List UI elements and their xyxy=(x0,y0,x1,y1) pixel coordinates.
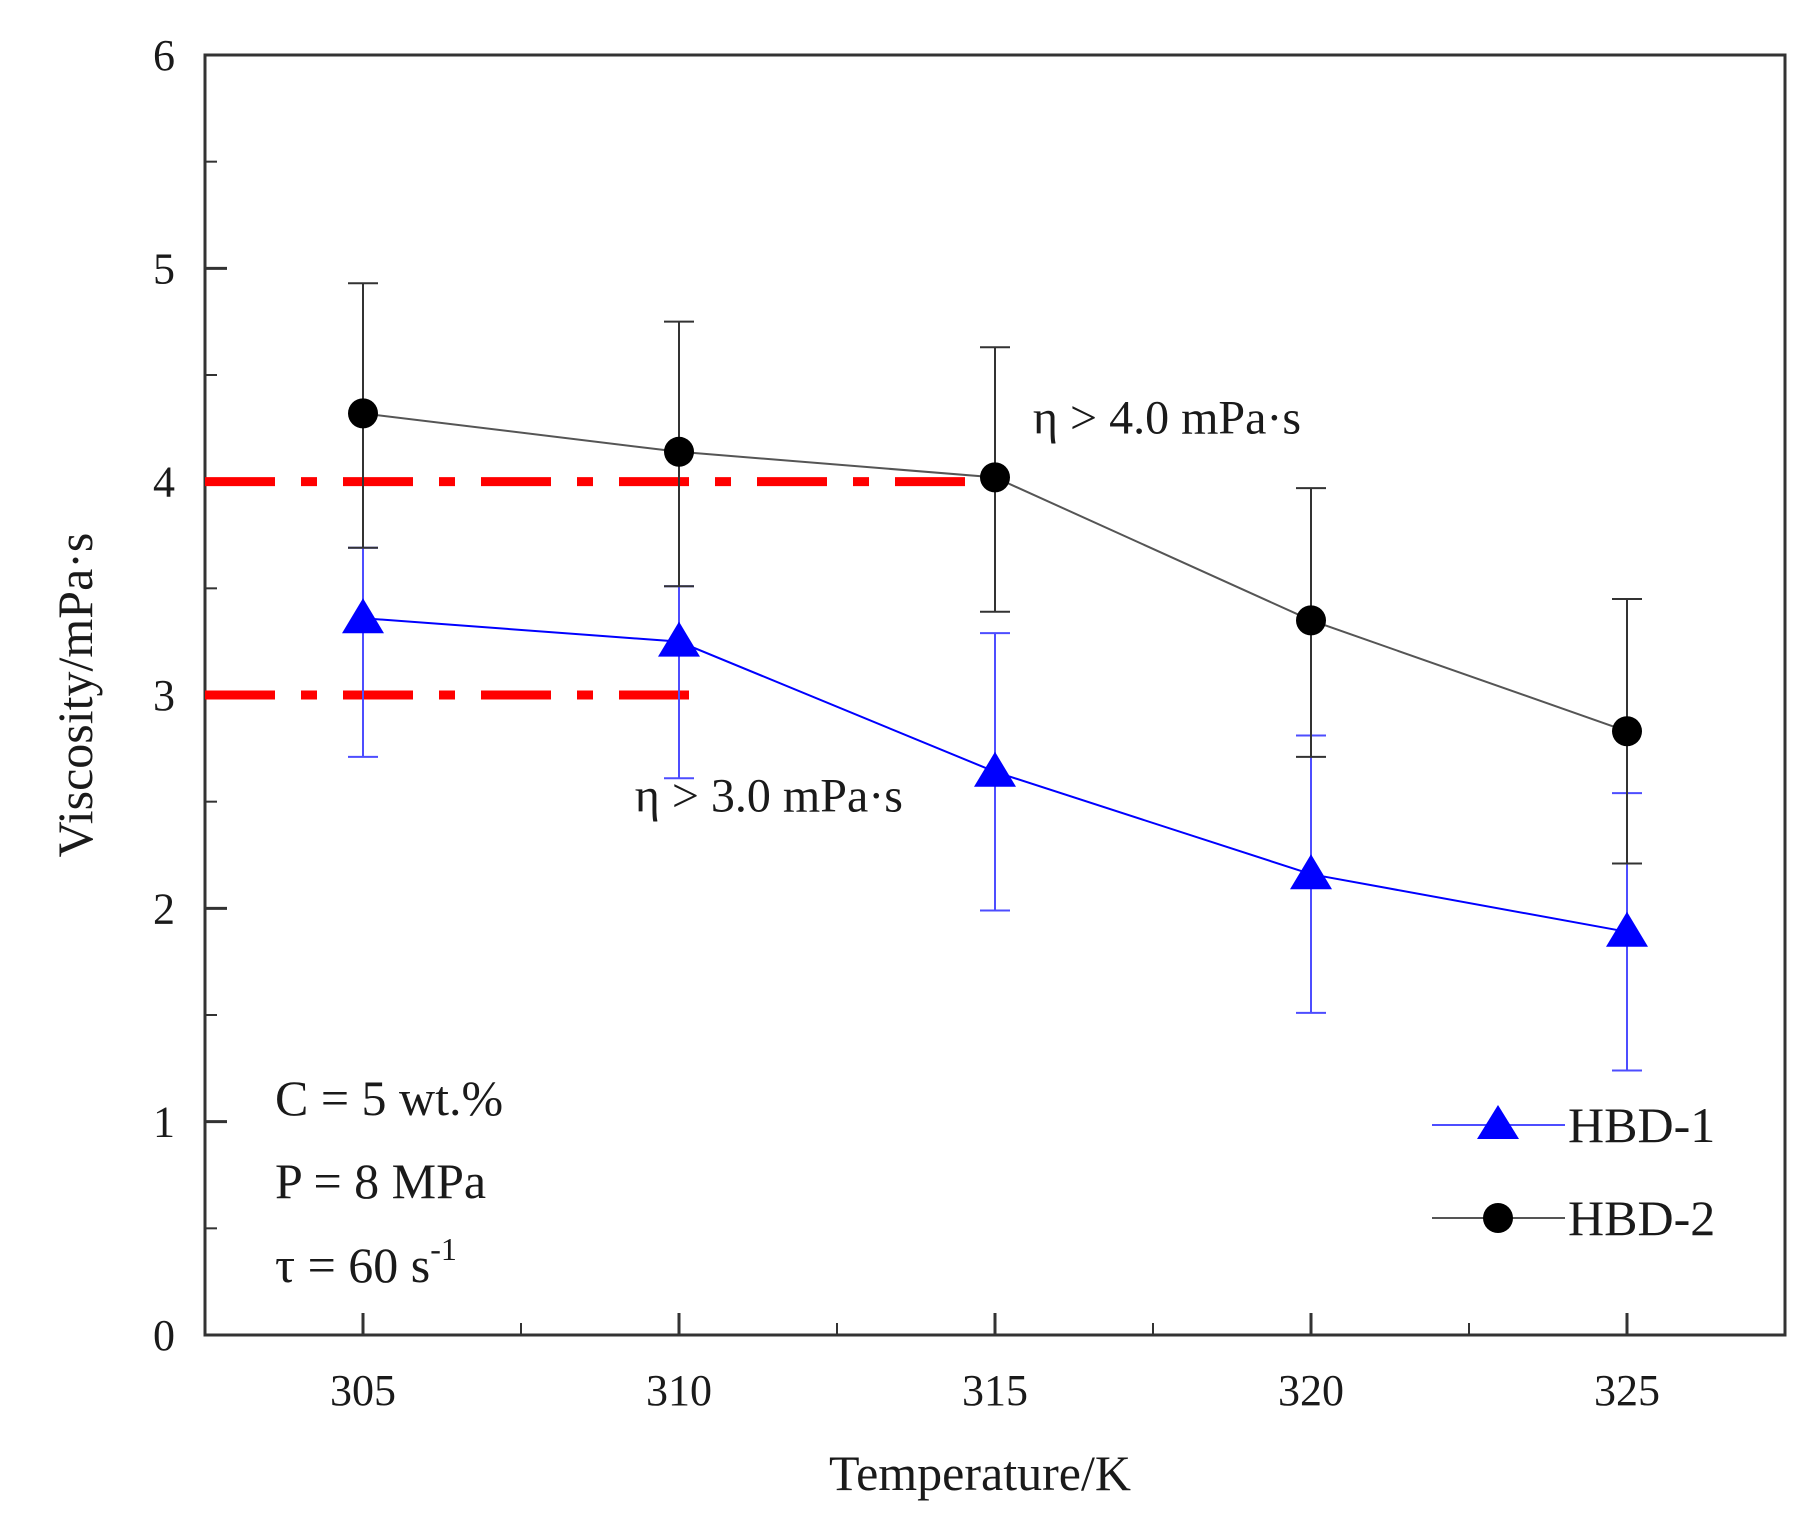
annotation-hbd2-threshold: η > 4.0 mPa·s xyxy=(1033,392,1301,445)
y-tick-label-2: 2 xyxy=(153,884,175,933)
point-hbd-2-320 xyxy=(1296,605,1326,636)
y-tick-label-4: 4 xyxy=(153,458,175,507)
point-hbd-2-305 xyxy=(348,398,378,429)
x-axis-title: Temperature/K xyxy=(829,1445,1131,1501)
x-tick-label-305: 305 xyxy=(330,1366,396,1415)
legend: HBD-1 HBD-2 xyxy=(1432,1097,1715,1246)
legend-label-hbd1: HBD-1 xyxy=(1568,1097,1715,1153)
y-tick-label-5: 5 xyxy=(153,244,175,293)
legend-marker-hbd1 xyxy=(1477,1105,1519,1139)
y-tick-label-0: 0 xyxy=(153,1311,175,1360)
legend-label-hbd2: HBD-2 xyxy=(1568,1190,1715,1246)
y-tick-label-3: 3 xyxy=(153,671,175,720)
shear-rate-value: τ = 60 s xyxy=(275,1237,430,1293)
condition-concentration: C = 5 wt.% xyxy=(275,1070,503,1126)
y-axis-title: Viscosity/mPa·s xyxy=(47,533,103,858)
legend-marker-hbd2 xyxy=(1483,1203,1513,1233)
y-tick-label-6: 6 xyxy=(153,31,175,80)
shear-rate-exponent: -1 xyxy=(430,1231,457,1267)
x-tick-label-320: 320 xyxy=(1278,1366,1344,1415)
condition-pressure: P = 8 MPa xyxy=(275,1153,486,1209)
x-tick-label-310: 310 xyxy=(646,1366,712,1415)
point-hbd-1-305 xyxy=(342,598,384,634)
point-hbd-2-325 xyxy=(1612,716,1642,747)
point-hbd-2-315 xyxy=(980,462,1010,493)
x-tick-label-325: 325 xyxy=(1594,1366,1660,1415)
point-hbd-1-310 xyxy=(658,621,700,657)
y-axis-ticks: 0 1 2 3 4 5 6 xyxy=(153,31,227,1360)
x-tick-label-315: 315 xyxy=(962,1366,1028,1415)
point-hbd-1-320 xyxy=(1290,854,1332,890)
threshold-lines xyxy=(205,477,1014,700)
y-tick-label-1: 1 xyxy=(153,1098,175,1147)
condition-shear-rate: τ = 60 s-1 xyxy=(275,1231,457,1293)
data-series xyxy=(342,282,1648,1072)
point-hbd-2-310 xyxy=(664,436,694,467)
point-hbd-1-315 xyxy=(974,751,1016,787)
x-axis-ticks: 305 310 315 320 325 xyxy=(204,1313,1786,1415)
point-hbd-1-325 xyxy=(1606,911,1648,947)
